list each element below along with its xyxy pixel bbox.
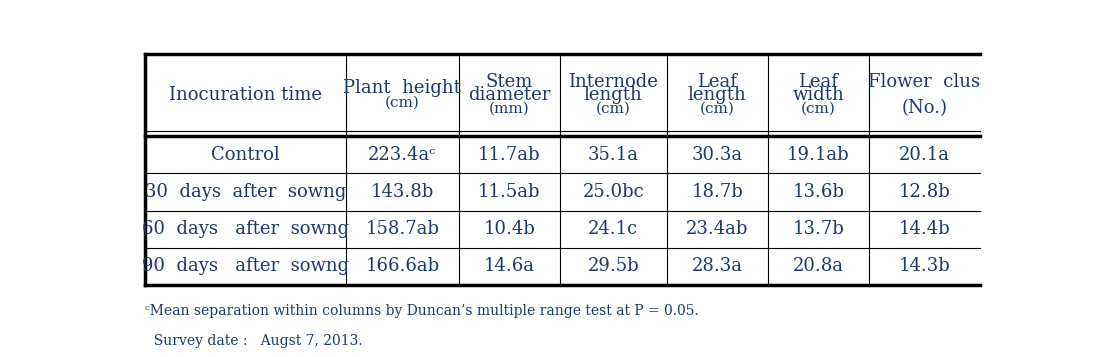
Text: 25.0bc: 25.0bc <box>583 183 644 201</box>
Text: length: length <box>584 86 643 104</box>
Text: 11.5ab: 11.5ab <box>478 183 541 201</box>
Text: 12.8b: 12.8b <box>899 183 951 201</box>
Text: 35.1a: 35.1a <box>587 146 639 164</box>
Text: Leaf: Leaf <box>798 73 838 91</box>
Text: (cm): (cm) <box>800 101 836 115</box>
Text: (cm): (cm) <box>596 101 630 115</box>
Text: Stem: Stem <box>486 73 533 91</box>
Text: 13.6b: 13.6b <box>793 183 845 201</box>
Text: 166.6ab: 166.6ab <box>365 257 439 275</box>
Text: 20.8a: 20.8a <box>793 257 843 275</box>
Text: 28.3a: 28.3a <box>692 257 743 275</box>
Text: 13.7b: 13.7b <box>793 220 845 238</box>
Text: 14.3b: 14.3b <box>899 257 951 275</box>
Text: Survey date :   Augst 7, 2013.: Survey date : Augst 7, 2013. <box>145 334 362 348</box>
Text: 19.1ab: 19.1ab <box>787 146 849 164</box>
Text: 30  days  after  sowng: 30 days after sowng <box>145 183 346 201</box>
Text: Internode: Internode <box>569 73 658 91</box>
Text: 14.6a: 14.6a <box>484 257 534 275</box>
Text: Leaf: Leaf <box>698 73 737 91</box>
Text: ᶜMean separation within columns by Duncan’s multiple range test at P = 0.05.: ᶜMean separation within columns by Dunca… <box>145 304 699 318</box>
Text: 20.1a: 20.1a <box>899 146 949 164</box>
Text: 24.1c: 24.1c <box>588 220 638 238</box>
Text: (cm): (cm) <box>700 101 734 115</box>
Text: (mm): (mm) <box>489 101 530 115</box>
Text: 60  days   after  sowng: 60 days after sowng <box>141 220 349 238</box>
Text: 90  days   after  sowng: 90 days after sowng <box>141 257 349 275</box>
Text: 23.4ab: 23.4ab <box>686 220 749 238</box>
Text: Flower  clus: Flower clus <box>868 73 980 91</box>
Text: 223.4aᶜ: 223.4aᶜ <box>369 146 436 164</box>
Text: (cm): (cm) <box>385 95 420 109</box>
Text: 29.5b: 29.5b <box>587 257 639 275</box>
Text: 18.7b: 18.7b <box>691 183 743 201</box>
Text: 11.7ab: 11.7ab <box>478 146 541 164</box>
Text: width: width <box>793 86 845 104</box>
Text: length: length <box>688 86 746 104</box>
Text: Plant  height: Plant height <box>343 79 461 97</box>
Text: 30.3a: 30.3a <box>692 146 743 164</box>
Text: 10.4b: 10.4b <box>484 220 535 238</box>
Text: diameter: diameter <box>468 86 551 104</box>
Text: 143.8b: 143.8b <box>371 183 434 201</box>
Text: (No.): (No.) <box>901 99 947 117</box>
Text: Inocuration time: Inocuration time <box>169 86 322 104</box>
Text: 158.7ab: 158.7ab <box>365 220 439 238</box>
Text: Control: Control <box>211 146 279 164</box>
Text: 14.4b: 14.4b <box>899 220 951 238</box>
